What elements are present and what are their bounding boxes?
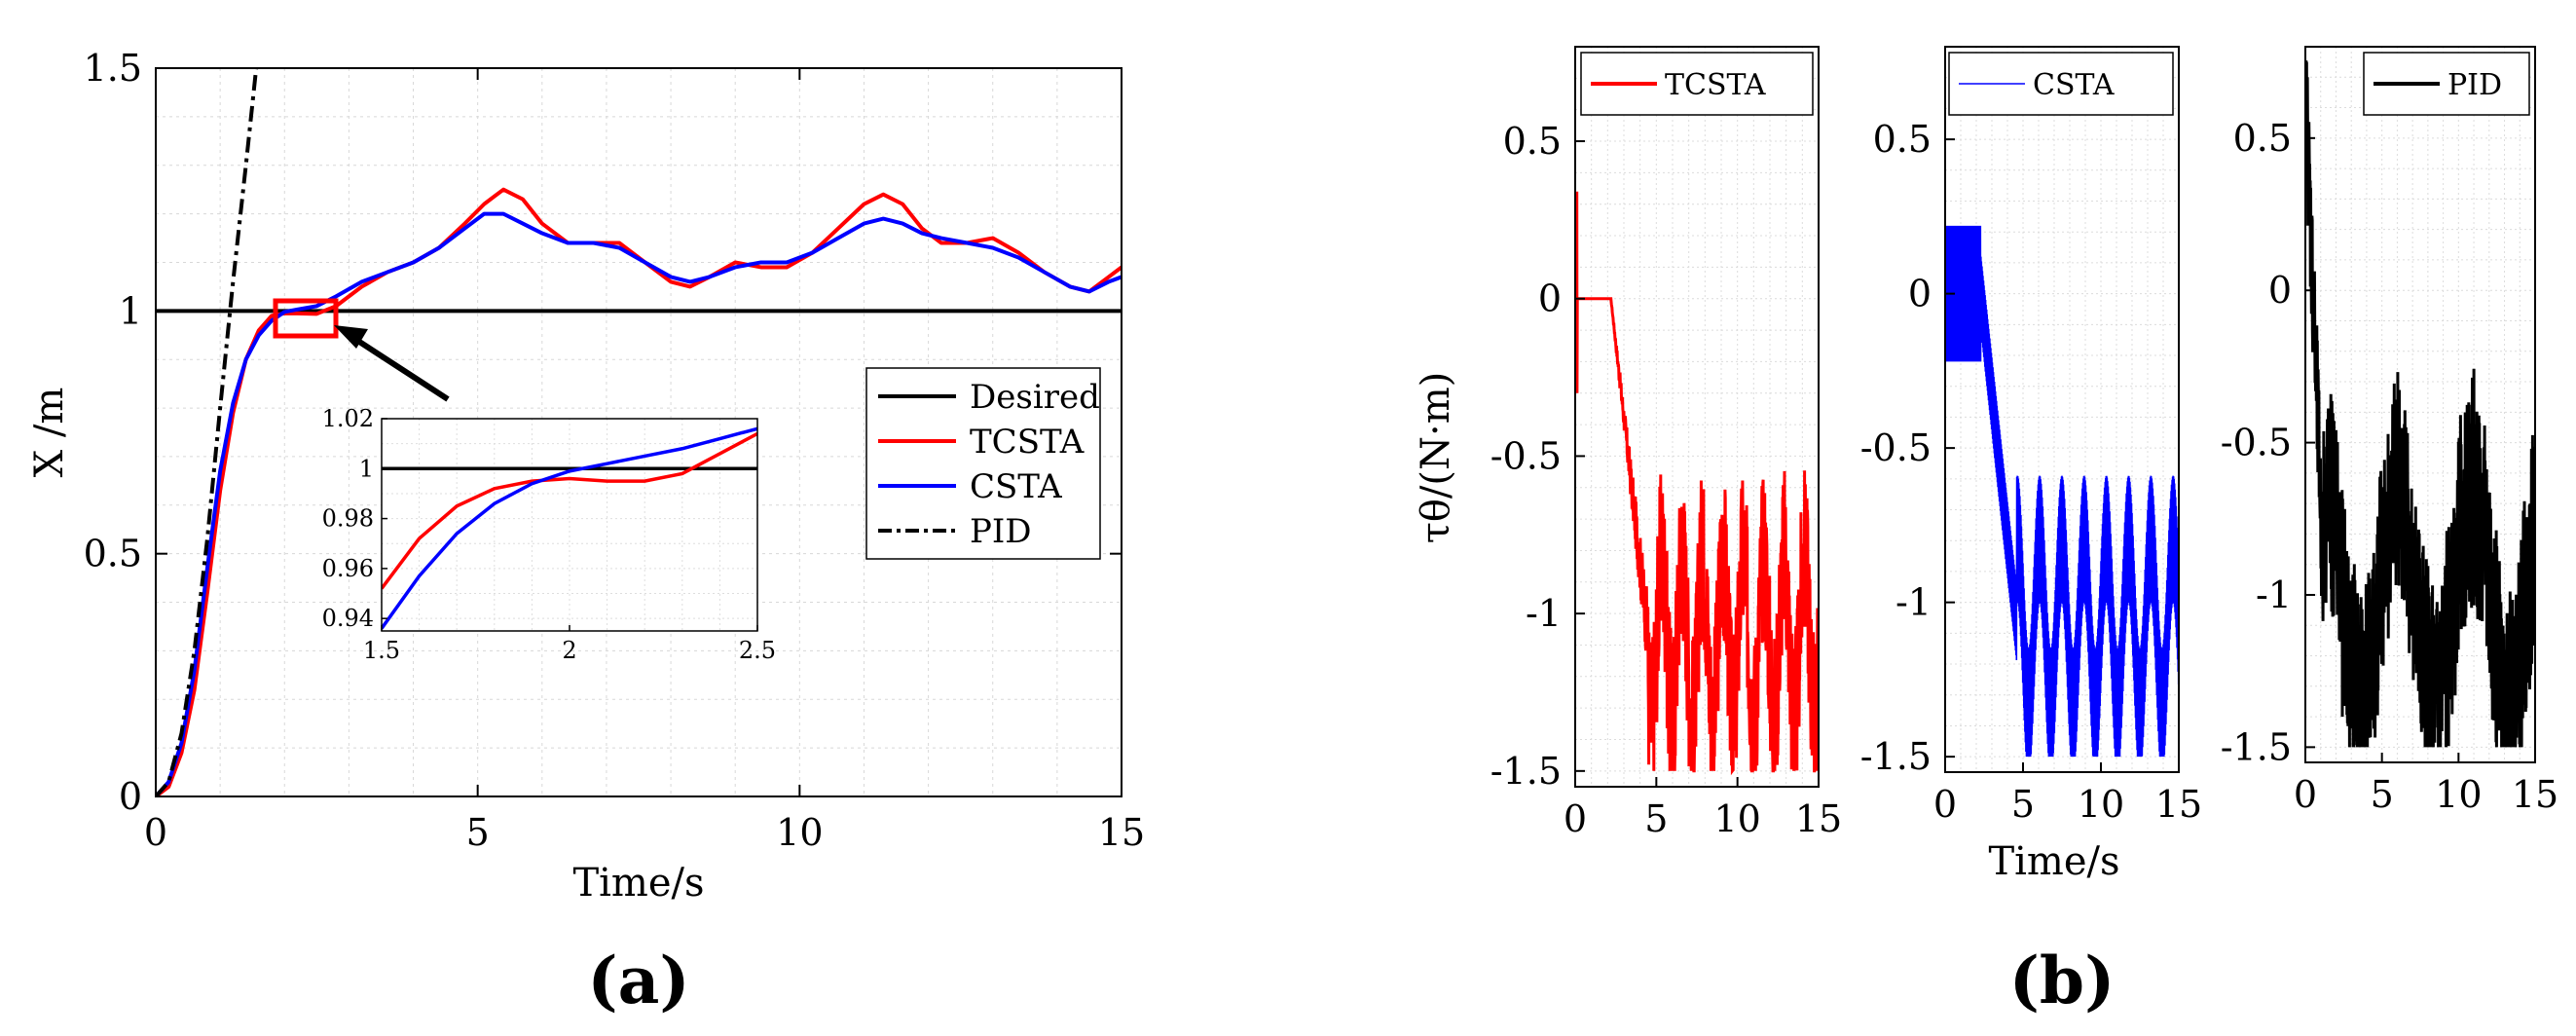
panel-b-label: (b) (2009, 943, 2116, 1018)
legend-label-desired: Desired (970, 378, 1100, 417)
subplot-x-tick-label: 5 (2011, 783, 2035, 826)
subplot-y-tick-label: 0 (1908, 273, 1932, 315)
zoom-arrow-head (334, 325, 368, 349)
panel-a-y-label: X /m (27, 388, 72, 478)
subplot-y-tick-label: -1.5 (1860, 735, 1932, 778)
subplot-legend-label-tcsta: TCSTA (1665, 68, 1766, 102)
signal-line-pid (2305, 60, 2535, 748)
subplot-x-tick-label: 15 (1795, 797, 1842, 840)
subplot-y-tick-label: -1.5 (2221, 725, 2292, 768)
inset-y-tick-label: 0.98 (322, 505, 374, 533)
inset-series-line-csta (382, 426, 757, 630)
subplot-pid: 0 5 10 15 0.5 0 -0.5 -1 -1.5 PID (2221, 46, 2558, 816)
signal-line-csta (1945, 225, 2179, 758)
panel-a-label: (a) (587, 943, 689, 1018)
subplot-y-tick-label: -1 (2256, 574, 2292, 616)
panel-a-ticks: 0 5 10 15 0 0.5 1 1.5 (84, 47, 1146, 854)
y-tick-label: 1.5 (84, 47, 142, 90)
inset-lines (382, 426, 757, 630)
y-tick-label: 0 (119, 775, 142, 818)
subplot-csta: 0 5 10 15 0.5 0 -0.5 -1 -1.5 CSTA (1860, 46, 2202, 826)
legend-box (865, 367, 1101, 560)
subplot-y-tick-label: 0.5 (1503, 120, 1562, 163)
series-line-csta (156, 211, 1122, 796)
subplot-box-tcsta (1574, 46, 1820, 788)
subplot-x-tick-label: 15 (2512, 773, 2558, 816)
subplot-x-tick-label: 0 (1564, 797, 1587, 840)
legend-label-csta: CSTA (970, 467, 1062, 506)
subplot-y-tick-label: 0 (1538, 278, 1562, 320)
subplot-x-tick-label: 10 (2435, 773, 2482, 816)
inset-x-tick-label: 2 (562, 637, 576, 664)
subplot-y-tick-label: -1.5 (1490, 750, 1562, 793)
panel-b: τθ/(N·m) 0 5 10 15 0.5 0 -0.5 -1 -1.5 TCSTA 0 5 10 1… (1414, 46, 2558, 1018)
legend-label-pid: PID (970, 512, 1032, 551)
subplot-x-tick-label: 10 (2078, 783, 2124, 826)
zoom-region-box (273, 298, 339, 339)
subplot-legend-box-csta (1948, 52, 2174, 116)
panel-a: 0 5 10 15 0 0.5 1 1.5 Time/s X /m 1.5 2 2.5 0.94 0.… (27, 47, 1146, 1018)
subplot-legend-label-csta: CSTA (2033, 68, 2115, 102)
subplot-y-tick-label: 0.5 (2233, 117, 2292, 160)
y-tick-label: 0.5 (84, 533, 142, 575)
series-line-pid (156, 68, 259, 796)
subplot-x-tick-label: 10 (1713, 797, 1760, 840)
inset-x-tick-label: 2.5 (739, 637, 776, 664)
signal-line-tcsta (1575, 191, 1819, 776)
subplot-x-tick-label: 0 (1933, 783, 1957, 826)
subplot-legend-label-pid: PID (2447, 68, 2502, 102)
subplot-x-tick-label: 5 (1644, 797, 1668, 840)
inset-x-tick-label: 1.5 (363, 637, 400, 664)
subplot-y-tick-label: 0.5 (1873, 118, 1932, 161)
inset-plot: 1.5 2 2.5 0.94 0.96 0.98 1 1.02 (322, 405, 777, 664)
subplot-y-tick-label: -0.5 (2221, 422, 2292, 464)
inset-y-tick-label: 1 (359, 455, 374, 482)
panel-a-x-label: Time/s (572, 861, 704, 906)
inset-y-tick-label: 1.02 (322, 405, 374, 432)
panel-a-lines (156, 68, 1122, 796)
panel-b-x-label: Time/s (1988, 839, 2119, 884)
subplot-x-tick-label: 0 (2294, 773, 2317, 816)
subplot-x-tick-label: 15 (2155, 783, 2202, 826)
inset-ticks: 1.5 2 2.5 0.94 0.96 0.98 1 1.02 (322, 405, 777, 664)
zoom-arrow-line (349, 333, 450, 402)
x-tick-label: 0 (144, 811, 167, 854)
inset-series-line-tcsta (382, 431, 757, 590)
x-tick-label: 10 (776, 811, 823, 854)
subplot-y-tick-label: -0.5 (1490, 434, 1562, 477)
subplot-y-tick-label: 0 (2268, 269, 2292, 312)
subplot-x-tick-label: 5 (2371, 773, 2394, 816)
x-tick-label: 5 (466, 811, 490, 854)
subplot-y-tick-label: -1 (1526, 592, 1562, 635)
panel-b-y-label: τθ/(N·m) (1414, 372, 1458, 544)
subplot-y-tick-label: -1 (1895, 581, 1932, 624)
subplot-y-tick-label: -0.5 (1860, 426, 1932, 469)
inset-y-tick-label: 0.96 (322, 555, 374, 582)
subplot-tcsta: 0 5 10 15 0.5 0 -0.5 -1 -1.5 TCSTA (1490, 46, 1842, 840)
panel-a-legend: Desired TCSTA CSTA PID (865, 367, 1101, 560)
panel-a-axes-box (155, 67, 1122, 797)
y-tick-label: 1 (119, 289, 142, 332)
subplot-box-pid (2304, 46, 2536, 763)
x-tick-label: 15 (1098, 811, 1145, 854)
legend-label-tcsta: TCSTA (970, 423, 1085, 462)
subplot-box-csta (1944, 46, 2180, 773)
inset-y-tick-label: 0.94 (322, 605, 374, 632)
